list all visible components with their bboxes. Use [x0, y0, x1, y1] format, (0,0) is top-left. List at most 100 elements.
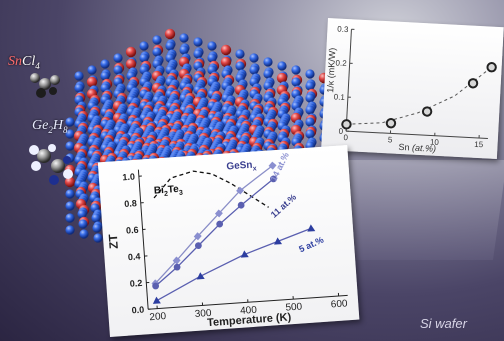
ge2h8-sub1: 2 — [48, 124, 53, 135]
ge-atom — [78, 219, 88, 229]
ge-atom — [74, 71, 84, 81]
ge-atom — [305, 81, 315, 91]
ge-atom — [65, 213, 75, 223]
ge-atom — [179, 45, 189, 55]
ge-atom — [139, 41, 149, 51]
zt-point-diamond — [193, 232, 202, 241]
k-x-tick-label: 0 — [343, 133, 348, 142]
zt-panel: 200 300 400 500 600 0.0 0.2 0.4 0.6 0.8 1.0 ZT Tempe… — [97, 144, 360, 337]
zt-point-circle — [216, 220, 224, 228]
zt-y-tick-label: 1.0 — [122, 172, 135, 183]
k-y-axis-label: 1/κ (mK/W) — [325, 48, 337, 93]
k-x-axis-label-pre: Sn — [398, 142, 412, 153]
sn-atom — [64, 176, 76, 188]
ge2h8-ge: Ge — [32, 118, 49, 133]
k-fit-curve — [346, 66, 492, 125]
sncl4-label: SnCl4 — [8, 54, 40, 71]
zt-point-diamond — [172, 256, 181, 265]
zt-x-axis-label: Temperature (K) — [207, 311, 292, 329]
ge-atom — [65, 129, 75, 139]
ge-atom — [263, 57, 273, 67]
sn-atom — [276, 72, 288, 84]
ge-atom — [152, 47, 162, 57]
zt-point-triangle — [240, 250, 249, 258]
bi2te3-label-part: Bi — [154, 185, 165, 197]
ge-atom — [263, 69, 273, 79]
zt-annotation-a5: 5 at.% — [297, 235, 325, 255]
ge-atom — [305, 105, 315, 115]
sn-atom — [164, 28, 176, 40]
sn-atom — [125, 46, 137, 58]
ge-atom — [92, 223, 102, 233]
zt-y-tick-label: 0.2 — [129, 278, 142, 289]
ge2h8-molecule — [29, 144, 73, 185]
sncl4-cl: Cl — [22, 54, 36, 69]
zt-point-triangle — [274, 237, 283, 245]
ge-atom — [305, 69, 315, 79]
k-y-tick-label: 0.1 — [334, 92, 346, 102]
zt-point-circle — [194, 242, 202, 250]
ge-atom — [65, 117, 75, 127]
ge-atom — [65, 225, 75, 235]
ge-atom — [249, 53, 259, 63]
ge-atom — [207, 53, 217, 63]
k-x-tick-label: 15 — [474, 140, 484, 149]
ge-atom — [77, 209, 87, 219]
k-y-tick-label: 0.2 — [335, 58, 347, 68]
zt-series-line — [155, 178, 274, 287]
ge-atom — [65, 189, 75, 199]
k-data-point — [385, 118, 397, 129]
k-x-axis-label-unit: (at.%) — [412, 143, 437, 154]
k-data-point — [486, 62, 497, 73]
ge-atom — [87, 65, 97, 75]
ge-atom — [93, 233, 103, 243]
zt-y-tick-label: 0.4 — [128, 251, 141, 262]
k-y-tick-label: 0 — [338, 127, 343, 136]
ge-atom — [193, 37, 203, 47]
ge-atom — [305, 117, 315, 127]
ge-atom — [113, 65, 123, 75]
sn-atom — [86, 76, 98, 88]
ge2h8-sub2: 8 — [62, 124, 68, 135]
ge-atom — [235, 61, 245, 71]
zt-x-tick-label: 600 — [330, 298, 348, 310]
sncl4-sub: 4 — [35, 60, 40, 71]
ge-atom — [91, 213, 101, 223]
ge-atom — [235, 49, 245, 59]
bi2te3-label-part: Te — [167, 184, 179, 196]
zt-point-triangle — [152, 296, 161, 304]
zt-y-tick-label: 0.6 — [126, 225, 139, 236]
k-data-point — [467, 78, 479, 89]
ge-atom — [113, 53, 123, 63]
ge-atom — [100, 71, 110, 81]
zt-point-triangle — [307, 224, 316, 232]
bi2te3-label-part: 2 — [164, 191, 168, 198]
zt-chart: 200 300 400 500 600 0.0 0.2 0.4 0.6 0.8 1.0 ZT Tempe… — [106, 151, 349, 329]
si-wafer-label: Si wafer — [420, 316, 467, 331]
zt-x-tick-label: 300 — [194, 308, 212, 320]
k-x-axis-label: Sn (at.%) — [398, 142, 436, 154]
k-y-tick-label: 0.3 — [337, 25, 349, 35]
ge-atom — [305, 129, 315, 139]
gesn-label: GeSnx — [226, 159, 257, 174]
zt-point-circle — [152, 282, 160, 290]
ge-atom — [277, 61, 287, 71]
ge-atom — [139, 53, 149, 63]
ge-atom — [74, 83, 84, 93]
sn-atom — [220, 56, 232, 68]
zt-annotation-a11: 11 at.% — [269, 192, 298, 220]
zt-point-circle — [270, 175, 277, 183]
sn-atom — [220, 44, 232, 56]
ge2h8-label: Ge2H8 — [32, 118, 67, 135]
zt-point-triangle — [196, 272, 205, 280]
zt-point-circle — [173, 263, 181, 271]
zt-x-tick-label: 400 — [240, 305, 258, 317]
zt-point-diamond — [268, 161, 277, 170]
ge-atom — [100, 59, 110, 69]
ge-atom — [193, 49, 203, 59]
zt-y-axis — [137, 169, 149, 310]
ge-atom — [291, 65, 301, 75]
zt-series-line — [154, 165, 273, 284]
ge-atom — [207, 41, 217, 51]
